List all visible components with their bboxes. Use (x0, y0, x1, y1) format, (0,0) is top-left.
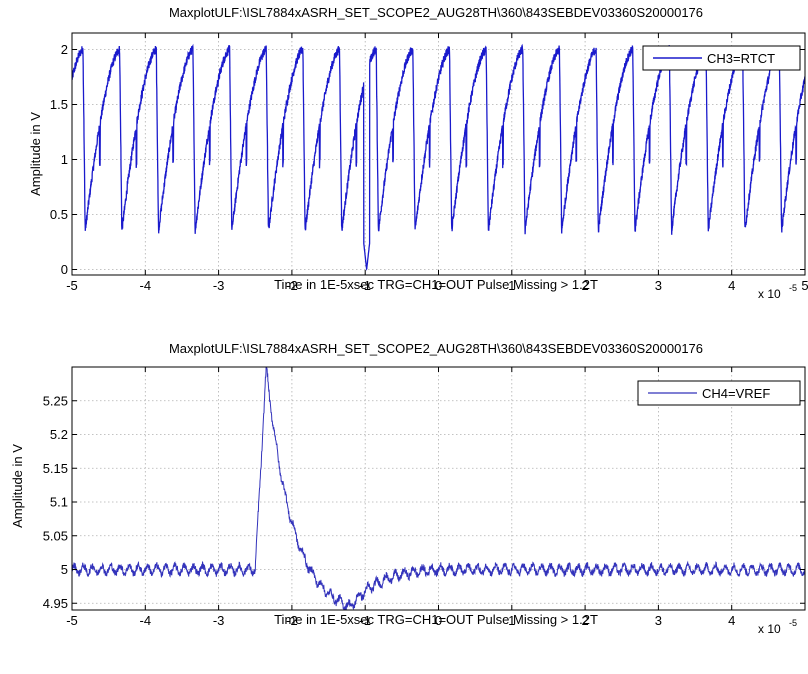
y-axis-label: Amplitude in V (28, 112, 43, 196)
x-multiplier: x 10 (758, 622, 781, 636)
y-tick-label: 0.5 (50, 207, 68, 222)
x-tick-label: -2 (286, 613, 298, 628)
grid (72, 367, 805, 610)
x-tick-label: 1 (508, 613, 515, 628)
x-axis-label: Time in 1E-5xsec TRG=CH1=OUT Pulse Missi… (274, 612, 598, 627)
x-tick-label: -2 (286, 278, 298, 293)
x-tick-label: -5 (66, 278, 78, 293)
chart-rtct-svg: MaxplotULF:\ISL7884xASRH_SET_SCOPE2_AUG2… (28, 5, 808, 301)
x-tick-label: -4 (140, 613, 152, 628)
axis-ticks: -5 -4 -3 -2 -1 0 1 2 3 4 4.95 5 5.05 5.1 5.15 5.2 5.25 (43, 367, 805, 628)
series-path (72, 43, 805, 271)
y-axis-label: Amplitude in V (10, 444, 25, 528)
series-path (72, 367, 805, 610)
x-multiplier: x 10 (758, 287, 781, 301)
x-axis-label: Time in 1E-5xsec TRG=CH1=OUT Pulse Missi… (274, 277, 598, 292)
x-tick-label: -5 (66, 613, 78, 628)
x-tick-label: 3 (655, 613, 662, 628)
y-tick-label: 4.95 (43, 596, 68, 611)
x-tick-label: -1 (359, 613, 371, 628)
chart-vref: MaxplotULF:\ISL7884xASRH_SET_SCOPE2_AUG2… (0, 334, 808, 669)
x-tick-label: -1 (359, 278, 371, 293)
x-tick-label: 0 (435, 278, 442, 293)
y-tick-label: 5.05 (43, 528, 68, 543)
y-tick-label: 5.15 (43, 461, 68, 476)
plot-frame (71, 32, 806, 276)
axis-ticks: -5 -4 -3 -2 -1 0 1 2 3 4 5 0 0.5 1 1.5 2 (50, 33, 808, 293)
legend: CH3=RTCT (642, 45, 801, 71)
x-tick-label: 0 (435, 613, 442, 628)
x-tick-label: 5 (801, 278, 808, 293)
y-tick-label: 5 (61, 562, 68, 577)
legend-entry: CH3=RTCT (707, 51, 775, 66)
y-tick-label: 5.2 (50, 427, 68, 442)
x-tick-label: -3 (213, 278, 225, 293)
x-tick-label: 3 (655, 278, 662, 293)
series-line (72, 367, 805, 610)
x-tick-label: 2 (581, 613, 588, 628)
x-tick-label: -4 (140, 278, 152, 293)
x-tick-label: 4 (728, 613, 735, 628)
chart-title: MaxplotULF:\ISL7884xASRH_SET_SCOPE2_AUG2… (169, 5, 703, 20)
series-line (72, 43, 805, 271)
legend-entry: CH4=VREF (702, 386, 770, 401)
x-tick-label: 4 (728, 278, 735, 293)
x-tick-label: 1 (508, 278, 515, 293)
y-tick-label: 2 (61, 42, 68, 57)
grid (72, 33, 805, 275)
legend: CH4=VREF (637, 380, 801, 406)
x-tick-label: 2 (581, 278, 588, 293)
y-tick-label: 0 (61, 262, 68, 277)
chart-rtct: MaxplotULF:\ISL7884xASRH_SET_SCOPE2_AUG2… (0, 0, 808, 334)
legend-box (642, 45, 801, 71)
y-tick-label: 1 (61, 152, 68, 167)
chart-vref-svg: MaxplotULF:\ISL7884xASRH_SET_SCOPE2_AUG2… (10, 341, 806, 636)
y-tick-label: 5.25 (43, 393, 68, 408)
x-multiplier-exponent: -5 (789, 618, 797, 628)
chart-title: MaxplotULF:\ISL7884xASRH_SET_SCOPE2_AUG2… (169, 341, 703, 356)
y-tick-label: 5.1 (50, 495, 68, 510)
plot-frame (71, 366, 806, 611)
y-tick-label: 1.5 (50, 97, 68, 112)
x-multiplier-exponent: -5 (789, 283, 797, 293)
x-tick-label: -3 (213, 613, 225, 628)
